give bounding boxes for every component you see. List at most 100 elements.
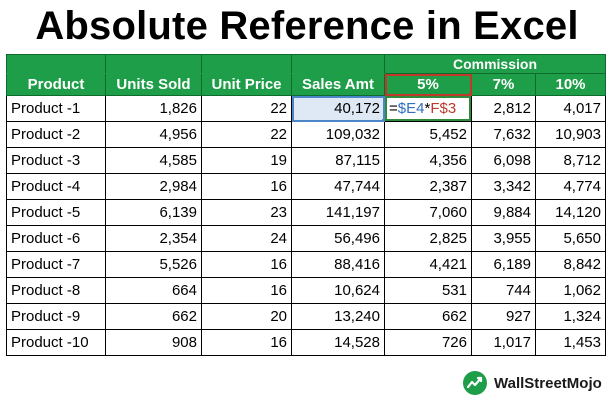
cell-commission-7pct[interactable]: 3,955 [471,225,536,252]
cell-unit-price[interactable]: 20 [201,303,292,330]
cell-commission-10pct[interactable]: 1,324 [535,303,606,330]
table-row: Product -7 5,526 16 88,416 4,421 6,189 8,842 [6,251,606,278]
cell-commission-10pct[interactable]: 4,017 [535,95,606,122]
cell-commission-7pct[interactable]: 2,812 [471,95,536,122]
cell-product[interactable]: Product -1 [6,95,106,122]
cell-sales-amt[interactable]: 141,197 [291,199,385,226]
cell-commission-10pct[interactable]: 8,842 [535,251,606,278]
header-commission-10pct[interactable]: 10% [535,73,606,96]
header-unit-price[interactable]: Unit Price [201,73,292,96]
cell-commission-10pct[interactable]: 5,650 [535,225,606,252]
cell-commission-7pct[interactable]: 9,884 [471,199,536,226]
cell-commission-7pct[interactable]: 7,632 [471,121,536,148]
cell-commission-5pct[interactable]: 4,421 [384,251,472,278]
cell-product[interactable]: Product -4 [6,173,106,200]
cell-units-sold[interactable]: 4,585 [105,147,202,174]
commission-group-header[interactable]: Commission [384,54,606,74]
cell-product[interactable]: Product -5 [6,199,106,226]
cell-commission-5pct[interactable]: 4,356 [384,147,472,174]
cell-sales-amt-selected[interactable]: 40,172 [291,95,385,122]
cell-sales-amt[interactable]: 88,416 [291,251,385,278]
cell-product[interactable]: Product -8 [6,277,106,304]
page-title: Absolute Reference in Excel [35,4,579,48]
cell-unit-price[interactable]: 22 [201,95,292,122]
cell-commission-7pct[interactable]: 6,189 [471,251,536,278]
cell-commission-10pct[interactable]: 1,453 [535,329,606,356]
header-cell-blank[interactable] [291,54,385,74]
cell-sales-amt[interactable]: 10,624 [291,277,385,304]
formula-equals: = [389,100,398,117]
header-row-group: Commission [6,54,606,74]
table-row: Product -2 4,956 22 109,032 5,452 7,632 10,903 [6,121,606,148]
cell-sales-amt[interactable]: 47,744 [291,173,385,200]
cell-unit-price[interactable]: 24 [201,225,292,252]
reference-handle[interactable] [385,74,387,76]
reference-handle[interactable] [469,74,471,76]
cell-commission-10pct[interactable]: 10,903 [535,121,606,148]
brand-logo: WallStreetMojo [462,369,612,397]
header-cell-blank[interactable] [201,54,292,74]
cell-sales-amt[interactable]: 109,032 [291,121,385,148]
header-cell-blank[interactable] [6,54,106,74]
cell-units-sold[interactable]: 6,139 [105,199,202,226]
cell-commission-10pct[interactable]: 8,712 [535,147,606,174]
cell-unit-price[interactable]: 22 [201,121,292,148]
header-cell-blank[interactable] [105,54,202,74]
cell-commission-5pct[interactable]: 7,060 [384,199,472,226]
cell-sales-amt[interactable]: 56,496 [291,225,385,252]
cell-unit-price[interactable]: 16 [201,277,292,304]
cell-sales-amt[interactable]: 14,528 [291,329,385,356]
formula-operator: * [424,100,431,117]
cell-commission-7pct[interactable]: 927 [471,303,536,330]
header-commission-5pct[interactable]: 5% [384,73,472,96]
selection-handle[interactable] [292,119,294,121]
cell-units-sold[interactable]: 908 [105,329,202,356]
cell-sales-amt[interactable]: 87,115 [291,147,385,174]
cell-commission-10pct[interactable]: 4,774 [535,173,606,200]
cell-units-sold[interactable]: 2,984 [105,173,202,200]
header-commission-7pct[interactable]: 7% [471,73,536,96]
header-sales-amt[interactable]: Sales Amt [291,73,385,96]
reference-handle[interactable] [469,93,471,95]
cell-commission-5pct[interactable]: 726 [384,329,472,356]
cell-units-sold[interactable]: 1,826 [105,95,202,122]
cell-commission-7pct[interactable]: 1,017 [471,329,536,356]
cell-product[interactable]: Product -6 [6,225,106,252]
cell-unit-price[interactable]: 16 [201,251,292,278]
cell-unit-price[interactable]: 19 [201,147,292,174]
cell-commission-5pct[interactable]: 2,387 [384,173,472,200]
cell-product[interactable]: Product -2 [6,121,106,148]
table-row: Product -8 664 16 10,624 531 744 1,062 [6,277,606,304]
selection-handle[interactable] [382,96,384,98]
cell-product[interactable]: Product -7 [6,251,106,278]
cell-commission-5pct[interactable]: 2,825 [384,225,472,252]
cell-commission-7pct[interactable]: 3,342 [471,173,536,200]
cell-sales-amt[interactable]: 13,240 [291,303,385,330]
cell-product[interactable]: Product -3 [6,147,106,174]
selection-handle[interactable] [382,119,384,121]
header-units-sold[interactable]: Units Sold [105,73,202,96]
cell-product[interactable]: Product -9 [6,303,106,330]
cell-unit-price[interactable]: 23 [201,199,292,226]
reference-handle[interactable] [385,93,387,95]
cell-units-sold[interactable]: 2,354 [105,225,202,252]
formula-cell[interactable]: =$E4*F$3 [384,95,472,122]
cell-units-sold[interactable]: 662 [105,303,202,330]
cell-commission-7pct[interactable]: 6,098 [471,147,536,174]
cell-commission-5pct[interactable]: 662 [384,303,472,330]
cell-commission-10pct[interactable]: 1,062 [535,277,606,304]
cell-unit-price[interactable]: 16 [201,329,292,356]
cell-units-sold[interactable]: 4,956 [105,121,202,148]
cell-commission-7pct[interactable]: 744 [471,277,536,304]
selection-handle[interactable] [292,96,294,98]
cell-units-sold[interactable]: 664 [105,277,202,304]
cell-commission-5pct[interactable]: 5,452 [384,121,472,148]
cell-product[interactable]: Product -10 [6,329,106,356]
header-product[interactable]: Product [6,73,106,96]
table-row: Product -10 908 16 14,528 726 1,017 1,453 [6,329,606,356]
brand-name: WallStreetMojo [494,374,602,392]
cell-commission-10pct[interactable]: 14,120 [535,199,606,226]
cell-unit-price[interactable]: 16 [201,173,292,200]
cell-commission-5pct[interactable]: 531 [384,277,472,304]
cell-units-sold[interactable]: 5,526 [105,251,202,278]
